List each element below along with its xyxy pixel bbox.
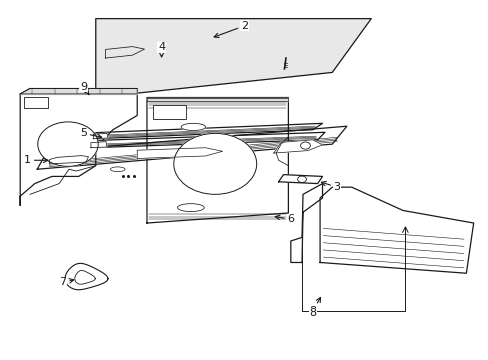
Text: 2: 2 (214, 21, 247, 37)
Text: 4: 4 (158, 42, 165, 57)
Text: 8: 8 (308, 309, 316, 318)
Ellipse shape (177, 204, 204, 212)
Polygon shape (137, 148, 222, 158)
Text: 6: 6 (275, 215, 294, 224)
Text: 3: 3 (321, 181, 340, 192)
Polygon shape (91, 141, 107, 148)
Ellipse shape (181, 123, 205, 131)
Bar (24, 97, 47, 108)
Ellipse shape (110, 167, 125, 172)
Circle shape (38, 122, 98, 166)
Polygon shape (147, 98, 288, 223)
Polygon shape (37, 126, 346, 169)
Polygon shape (20, 89, 137, 94)
Text: 8: 8 (308, 297, 320, 316)
Text: 7: 7 (60, 277, 74, 287)
Text: 5: 5 (80, 129, 102, 139)
Polygon shape (49, 156, 88, 164)
Polygon shape (91, 132, 325, 148)
Polygon shape (75, 270, 95, 284)
Polygon shape (278, 175, 322, 184)
Polygon shape (93, 123, 322, 139)
Bar (153, 105, 185, 119)
Polygon shape (290, 184, 322, 262)
Polygon shape (96, 19, 370, 98)
Polygon shape (147, 98, 288, 101)
Polygon shape (273, 140, 322, 153)
Circle shape (173, 134, 256, 194)
Polygon shape (320, 187, 473, 273)
Polygon shape (105, 46, 144, 58)
Text: 9: 9 (80, 82, 89, 95)
Polygon shape (65, 264, 108, 290)
Polygon shape (20, 89, 137, 205)
Polygon shape (93, 134, 108, 139)
Text: 1: 1 (24, 155, 48, 165)
